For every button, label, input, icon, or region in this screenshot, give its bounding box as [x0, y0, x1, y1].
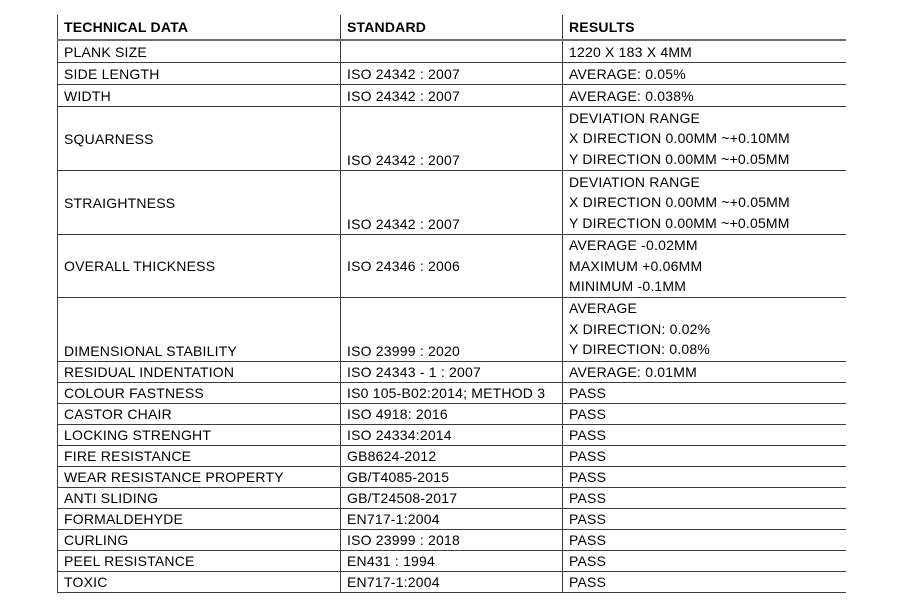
table-row-side-length: SIDE LENGTH ISO 24342 : 2007 AVERAGE: 0.…	[57, 62, 846, 85]
table-row-locking-strenght: LOCKING STRENGHT ISO 24334:2014 PASS	[57, 424, 846, 446]
results-cell: PASS	[562, 382, 846, 404]
technical-data-cell: DIMENSIONAL STABILITY	[57, 297, 341, 362]
table-row-dimensional-stability: DIMENSIONAL STABILITY ISO 23999 : 2020 A…	[57, 297, 846, 362]
column-header-standard: STANDARD	[340, 15, 563, 41]
standard-cell: EN717-1:2004	[340, 508, 563, 530]
table-row-squarness: SQUARNESS ISO 24342 : 2007 DEVIATION RAN…	[57, 106, 846, 171]
table-row-toxic: TOXIC EN717-1:2004 PASS	[57, 571, 846, 593]
results-cell: AVERAGE: 0.01MM	[562, 361, 846, 383]
technical-data-cell: CASTOR CHAIR	[57, 403, 341, 425]
standard-cell: IS0 105-B02:2014; METHOD 3	[340, 382, 563, 404]
result-line: MAXIMUM +0.06MM	[569, 257, 703, 274]
result-line: Y DIRECTION 0.00MM ~+0.05MM	[569, 150, 790, 167]
result-line: X DIRECTION 0.00MM ~+0.05MM	[569, 194, 790, 211]
standard-cell: ISO 24342 : 2007	[340, 84, 563, 107]
standard-cell: ISO 24342 : 2007	[340, 106, 563, 171]
result-line: MINIMUM -0.1MM	[569, 278, 687, 294]
technical-data-cell: SQUARNESS	[57, 106, 341, 171]
technical-data-cell: LOCKING STRENGHT	[57, 424, 341, 446]
standard-cell: GB8624-2012	[340, 445, 563, 467]
technical-data-cell: TOXIC	[57, 571, 341, 593]
results-cell: AVERAGE -0.02MM MAXIMUM +0.06MM MINIMUM …	[562, 234, 846, 298]
results-cell: PASS	[562, 508, 846, 530]
result-line: X DIRECTION: 0.02%	[569, 320, 711, 337]
standard-cell: ISO 23999 : 2018	[340, 529, 563, 551]
table-row-residual-indentation: RESIDUAL INDENTATION ISO 24343 - 1 : 200…	[57, 361, 846, 383]
standard-cell: EN431 : 1994	[340, 550, 563, 572]
table-row-fire-resistance: FIRE RESISTANCE GB8624-2012 PASS	[57, 445, 846, 467]
technical-data-cell: FIRE RESISTANCE	[57, 445, 341, 467]
table-row-width: WIDTH ISO 24342 : 2007 AVERAGE: 0.038%	[57, 84, 846, 107]
results-cell: 1220 X 183 X 4MM	[562, 40, 846, 63]
standard-cell: ISO 24334:2014	[340, 424, 563, 446]
results-cell: PASS	[562, 445, 846, 467]
table-row-wear-resistance-property: WEAR RESISTANCE PROPERTY GB/T4085-2015 P…	[57, 466, 846, 488]
table-row-castor-chair: CASTOR CHAIR ISO 4918: 2016 PASS	[57, 403, 846, 425]
table-row-colour-fastness: COLOUR FASTNESS IS0 105-B02:2014; METHOD…	[57, 382, 846, 404]
result-line: X DIRECTION 0.00MM ~+0.10MM	[569, 130, 790, 147]
results-cell: PASS	[562, 403, 846, 425]
technical-data-cell: RESIDUAL INDENTATION	[57, 361, 341, 383]
table-row-overall-thickness: OVERALL THICKNESS ISO 24346 : 2006 AVERA…	[57, 234, 846, 298]
result-line: DEVIATION RANGE	[569, 173, 701, 190]
technical-data-cell: COLOUR FASTNESS	[57, 382, 341, 404]
results-cell: DEVIATION RANGE X DIRECTION 0.00MM ~+0.0…	[562, 170, 846, 235]
technical-data-table: TECHNICAL DATA STANDARD RESULTS PLANK SI…	[57, 15, 846, 593]
result-line: Y DIRECTION 0.00MM ~+0.05MM	[569, 214, 790, 231]
results-cell: PASS	[562, 424, 846, 446]
standard-cell: GB/T4085-2015	[340, 466, 563, 488]
column-header-results: RESULTS	[562, 15, 846, 41]
results-cell: AVERAGE X DIRECTION: 0.02% Y DIRECTION: …	[562, 297, 846, 362]
results-cell: AVERAGE: 0.05%	[562, 62, 846, 85]
result-line: Y DIRECTION: 0.08%	[569, 341, 711, 358]
standard-cell: ISO 24342 : 2007	[340, 170, 563, 235]
results-cell: DEVIATION RANGE X DIRECTION 0.00MM ~+0.1…	[562, 106, 846, 171]
technical-data-cell: OVERALL THICKNESS	[57, 234, 341, 298]
table-row-anti-sliding: ANTI SLIDING GB/T24508-2017 PASS	[57, 487, 846, 509]
table-header-row: TECHNICAL DATA STANDARD RESULTS	[57, 15, 846, 41]
results-cell: PASS	[562, 550, 846, 572]
technical-data-cell: PEEL RESISTANCE	[57, 550, 341, 572]
technical-data-cell: FORMALDEHYDE	[57, 508, 341, 530]
results-cell: PASS	[562, 529, 846, 551]
technical-data-cell: SIDE LENGTH	[57, 62, 341, 85]
standard-cell	[340, 40, 563, 63]
table-row-peel-resistance: PEEL RESISTANCE EN431 : 1994 PASS	[57, 550, 846, 572]
technical-data-cell: WIDTH	[57, 84, 341, 107]
technical-data-cell: STRAIGHTNESS	[57, 170, 341, 235]
results-cell: PASS	[562, 487, 846, 509]
technical-data-cell: PLANK SIZE	[57, 40, 341, 63]
technical-data-cell: WEAR RESISTANCE PROPERTY	[57, 466, 341, 488]
standard-cell: EN717-1:2004	[340, 571, 563, 593]
results-cell: AVERAGE: 0.038%	[562, 84, 846, 107]
standard-cell: ISO 24342 : 2007	[340, 62, 563, 85]
technical-data-cell: ANTI SLIDING	[57, 487, 341, 509]
column-header-technical-data: TECHNICAL DATA	[57, 15, 341, 41]
standard-cell: ISO 23999 : 2020	[340, 297, 563, 362]
standard-cell: ISO 4918: 2016	[340, 403, 563, 425]
results-cell: PASS	[562, 466, 846, 488]
standard-cell: ISO 24343 - 1 : 2007	[340, 361, 563, 383]
table-row-straightness: STRAIGHTNESS ISO 24342 : 2007 DEVIATION …	[57, 170, 846, 235]
standard-cell: GB/T24508-2017	[340, 487, 563, 509]
table-row-formaldehyde: FORMALDEHYDE EN717-1:2004 PASS	[57, 508, 846, 530]
table-row-curling: CURLING ISO 23999 : 2018 PASS	[57, 529, 846, 551]
table-row-plank-size: PLANK SIZE 1220 X 183 X 4MM	[57, 40, 846, 63]
result-line: AVERAGE -0.02MM	[569, 237, 698, 253]
result-line: AVERAGE	[569, 300, 638, 317]
result-line: DEVIATION RANGE	[569, 109, 701, 126]
technical-data-cell: CURLING	[57, 529, 341, 551]
results-cell: PASS	[562, 571, 846, 593]
standard-cell: ISO 24346 : 2006	[340, 234, 563, 298]
